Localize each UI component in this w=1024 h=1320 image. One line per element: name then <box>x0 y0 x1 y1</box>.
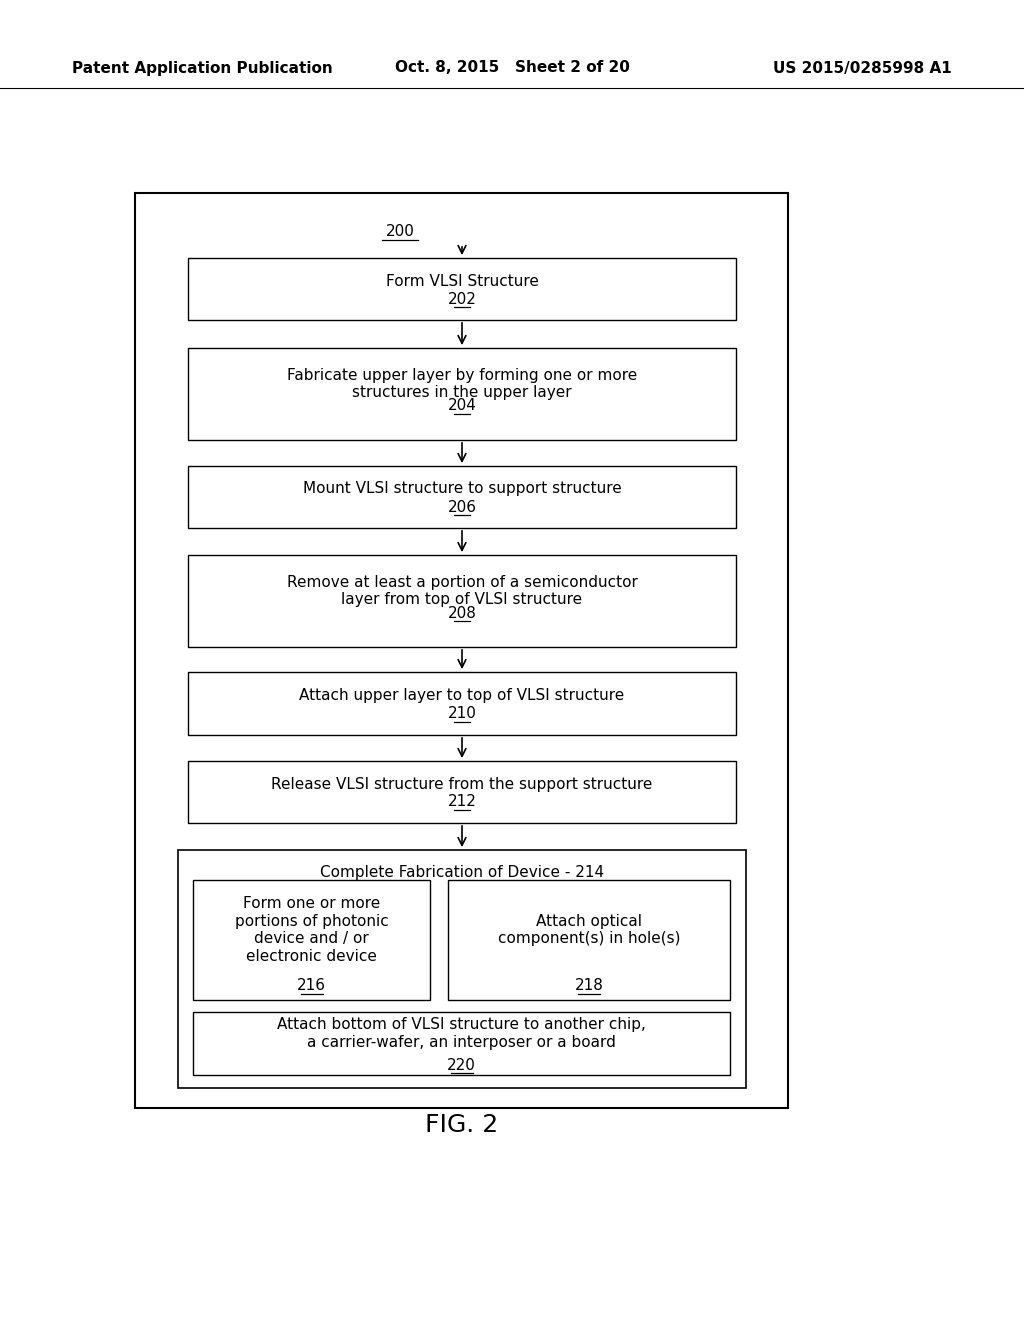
Text: 216: 216 <box>297 978 326 994</box>
Text: 202: 202 <box>447 292 476 306</box>
Text: Oct. 8, 2015   Sheet 2 of 20: Oct. 8, 2015 Sheet 2 of 20 <box>394 61 630 75</box>
Text: Attach bottom of VLSI structure to another chip,
a carrier-wafer, an interposer : Attach bottom of VLSI structure to anoth… <box>278 1018 646 1049</box>
Bar <box>188 554 736 647</box>
Bar <box>188 672 736 735</box>
Text: 212: 212 <box>447 795 476 809</box>
Text: US 2015/0285998 A1: US 2015/0285998 A1 <box>773 61 952 75</box>
Bar <box>449 880 730 1001</box>
Text: Remove at least a portion of a semiconductor
layer from top of VLSI structure: Remove at least a portion of a semicondu… <box>287 574 637 607</box>
Text: 204: 204 <box>447 399 476 413</box>
Text: 200: 200 <box>386 224 415 239</box>
Text: Form VLSI Structure: Form VLSI Structure <box>386 273 539 289</box>
Bar <box>193 1012 730 1074</box>
Text: Patent Application Publication: Patent Application Publication <box>72 61 333 75</box>
Text: Complete Fabrication of Device - 214: Complete Fabrication of Device - 214 <box>319 865 604 879</box>
Text: Form one or more
portions of photonic
device and / or
electronic device: Form one or more portions of photonic de… <box>234 896 388 964</box>
Text: 220: 220 <box>447 1057 476 1072</box>
Bar <box>135 193 788 1107</box>
Text: Attach optical
component(s) in hole(s): Attach optical component(s) in hole(s) <box>498 913 680 946</box>
Bar <box>188 257 736 319</box>
Text: 218: 218 <box>574 978 603 994</box>
Bar <box>188 348 736 440</box>
Text: Attach upper layer to top of VLSI structure: Attach upper layer to top of VLSI struct… <box>299 688 625 704</box>
Bar <box>193 880 430 1001</box>
Text: 208: 208 <box>447 606 476 620</box>
Text: Fabricate upper layer by forming one or more
structures in the upper layer: Fabricate upper layer by forming one or … <box>287 368 637 400</box>
Text: FIG. 2: FIG. 2 <box>425 1113 499 1137</box>
Text: Mount VLSI structure to support structure: Mount VLSI structure to support structur… <box>303 482 622 496</box>
Text: Release VLSI structure from the support structure: Release VLSI structure from the support … <box>271 776 652 792</box>
Bar <box>188 762 736 822</box>
Text: 206: 206 <box>447 499 476 515</box>
Bar <box>178 850 746 1088</box>
Bar <box>188 466 736 528</box>
Text: 210: 210 <box>447 706 476 721</box>
